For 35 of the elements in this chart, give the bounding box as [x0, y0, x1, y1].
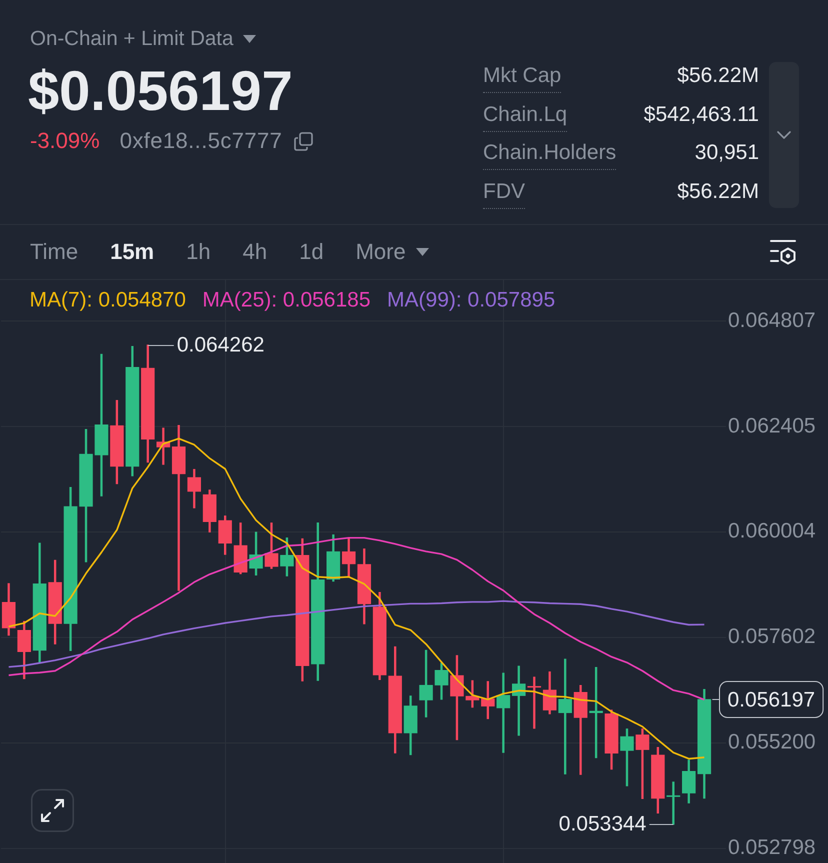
text: -3.09%	[30, 128, 100, 154]
text: 4h	[242, 239, 268, 265]
text: FDV	[483, 180, 525, 204]
text: 0xfe18...5c7777	[120, 128, 282, 154]
text: 1h	[186, 239, 211, 265]
text: 0.056197	[728, 688, 816, 712]
text: 1d	[299, 239, 324, 265]
text: MA(25): 0.056185	[202, 288, 371, 312]
text: $56.22M	[677, 180, 759, 204]
candlestick	[666, 782, 680, 825]
y-tick-label: 0.060004	[728, 520, 816, 543]
candlestick	[496, 672, 510, 753]
text: Chain.Holders	[483, 141, 616, 164]
text: More	[356, 239, 406, 265]
y-tick-label: 0.062405	[728, 414, 816, 438]
text: MA(99): 0.057895	[387, 288, 556, 312]
y-tick-label: 0.064807	[728, 308, 816, 332]
text: Mkt Cap	[483, 64, 562, 87]
chart-title: On-Chain + Limit Data	[30, 27, 234, 51]
y-tick-label: 0.052798	[728, 836, 816, 860]
text: 30,951	[694, 141, 759, 164]
candlestick	[172, 425, 186, 591]
candlestick	[558, 658, 572, 774]
text: $56.22M	[677, 64, 759, 87]
annotation: 0.053344	[558, 812, 647, 836]
text: $542,463.11	[644, 102, 759, 126]
text: MA(7): 0.054870	[30, 288, 186, 312]
candlestick	[527, 676, 542, 729]
y-tick-label: 0.057602	[728, 625, 816, 648]
text: 15m	[110, 239, 154, 265]
y-tick-label: 0.055200	[728, 730, 816, 754]
text: Chain.Lq	[483, 102, 568, 126]
text: Time	[30, 239, 78, 265]
chart-subtitle: $0.056197	[28, 59, 293, 122]
annotation: 0.064262	[176, 333, 264, 356]
